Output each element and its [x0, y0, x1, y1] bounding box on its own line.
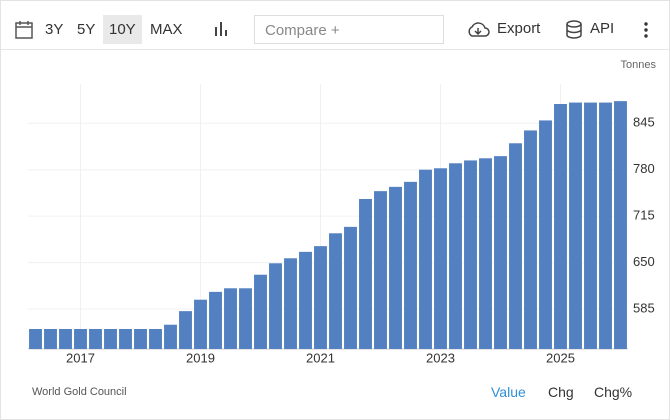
- bar: [134, 329, 147, 349]
- bar: [224, 288, 237, 349]
- bar: [599, 102, 612, 349]
- x-tick-label: 2017: [66, 350, 95, 365]
- bar: [329, 233, 342, 349]
- bar: [419, 169, 432, 349]
- toolbar: 3Y 5Y 10Y MAX Compare + Export API: [1, 1, 669, 50]
- bar: [584, 102, 597, 349]
- chart-type-icon[interactable]: [214, 21, 230, 37]
- tab[interactable]: Chg: [548, 384, 574, 400]
- bar: [404, 181, 417, 349]
- bar: [119, 329, 132, 349]
- bar: [209, 291, 222, 349]
- bar: [299, 251, 312, 349]
- bar: [539, 120, 552, 349]
- bar: [284, 258, 297, 349]
- bar: [314, 246, 327, 349]
- bar: [389, 186, 402, 349]
- bar: [164, 324, 177, 349]
- bar: [29, 329, 42, 349]
- bar: [269, 263, 282, 349]
- bar: [59, 329, 72, 349]
- x-tick-label: 2023: [426, 350, 455, 365]
- range-button[interactable]: 3Y: [45, 21, 64, 38]
- source: World Gold Council: [32, 386, 127, 398]
- bar: [44, 329, 57, 349]
- menu-icon[interactable]: [644, 22, 648, 38]
- bar: [479, 158, 492, 349]
- y-axis-label: Tonnes: [621, 59, 657, 71]
- export-button[interactable]: Export: [497, 20, 541, 37]
- bar: [179, 311, 192, 349]
- y-tick-label: 715: [633, 208, 655, 223]
- y-tick-label: 780: [633, 161, 655, 176]
- bar: [524, 130, 537, 349]
- y-tick-label: 845: [633, 115, 655, 130]
- bar: [569, 102, 582, 349]
- bar: [434, 168, 447, 349]
- export-icon[interactable]: [466, 21, 490, 39]
- bar: [194, 299, 207, 349]
- range-button[interactable]: MAX: [150, 21, 183, 38]
- range-button[interactable]: 5Y: [77, 21, 96, 38]
- bar: [464, 160, 477, 349]
- x-tick-label: 2021: [306, 350, 335, 365]
- bar: [89, 329, 102, 349]
- bar: [239, 288, 252, 349]
- bar: [449, 163, 462, 349]
- bar: [104, 329, 117, 349]
- bar: [254, 274, 267, 349]
- x-tick-label: 2019: [186, 350, 215, 365]
- tab[interactable]: Chg%: [594, 384, 633, 400]
- bar: [344, 226, 357, 349]
- y-tick-label: 650: [633, 254, 655, 269]
- bar: [74, 329, 87, 349]
- tab[interactable]: Value: [491, 384, 526, 400]
- bar: [494, 156, 507, 349]
- compare-input[interactable]: Compare +: [254, 15, 444, 44]
- range-button[interactable]: 10Y: [103, 15, 142, 44]
- y-tick-label: 585: [633, 300, 655, 315]
- bar: [149, 329, 162, 349]
- calendar-icon[interactable]: [15, 20, 33, 39]
- bar: [374, 191, 387, 349]
- api-icon[interactable]: [566, 20, 582, 39]
- bar: [509, 143, 522, 349]
- bar: [359, 199, 372, 349]
- x-tick-label: 2025: [546, 350, 575, 365]
- bar: [554, 104, 567, 349]
- api-button[interactable]: API: [590, 20, 615, 37]
- bar: [614, 101, 627, 350]
